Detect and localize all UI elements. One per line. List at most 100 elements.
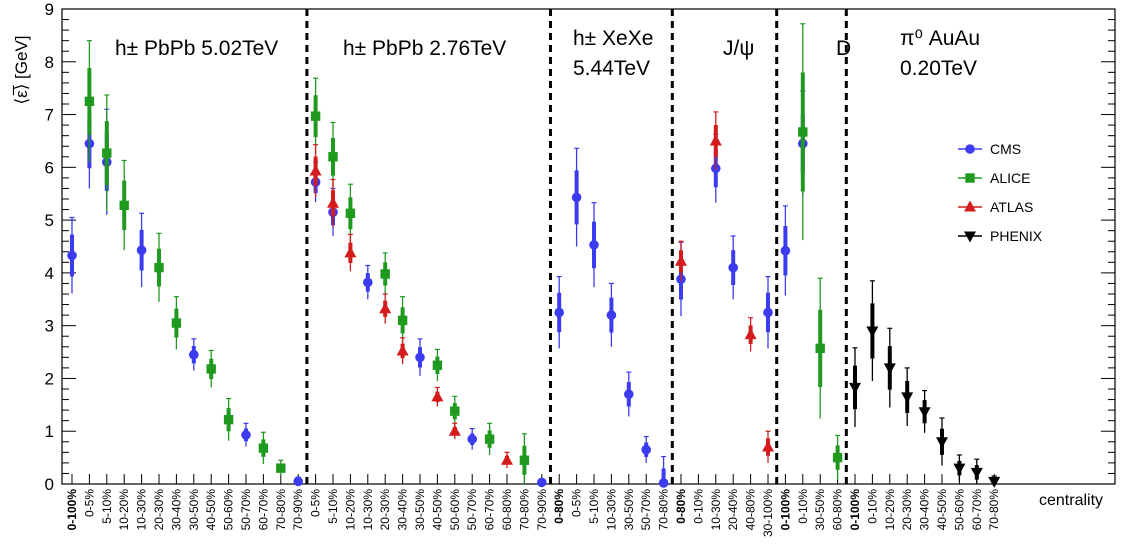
y-tick-label: 2 [45,369,54,388]
legend-label: CMS [990,141,1021,157]
data-point [102,148,112,158]
x-tick-label: 50-70% [639,489,653,531]
x-tick-label: 70-90% [535,489,549,531]
data-point [448,424,461,436]
panel-labels: h± PbPb 5.02TeV h± PbPb 2.76TeV h± XeXe 5.4… [115,27,980,80]
data-point [832,452,843,463]
data-point [728,262,738,273]
x-tick-label: 50-60% [222,489,236,531]
x-tick-label: 20-40% [726,489,740,531]
legend-marker [965,144,975,154]
y-tick-label: 1 [45,422,54,441]
x-tick-label: 0-100% [778,489,792,531]
data-point [380,269,390,279]
data-point [345,208,356,218]
y-tick-label: 8 [45,53,54,72]
x-tick-label: 30-50% [413,489,427,531]
y-tick-label: 3 [45,317,54,336]
legend-label: ATLAS [990,199,1033,215]
y-tick-label: 7 [45,106,54,125]
data-point [606,310,617,320]
panel-label-line2: 5.44TeV [573,57,650,80]
x-axis-title: centrality [1039,492,1103,509]
x-tick-label: 40-50% [204,489,218,531]
x-tick-label: 0-100% [65,489,79,531]
data-point [624,389,634,400]
data-point [780,245,791,256]
data-point [901,392,914,404]
legend-marker [964,200,976,212]
data-point [953,463,966,475]
panel-label: J/ψ [723,37,754,60]
x-tick-label: 70-80% [517,489,531,531]
data-point [67,250,77,261]
x-tick-label: 0-10% [691,489,705,524]
x-tick-label: 5-10% [100,489,114,524]
data-point [189,349,199,360]
series-cms [67,90,808,488]
x-tick-label: 70-80% [657,489,671,531]
data-point [866,326,879,338]
panel-label-line2: 0.20TeV [900,57,977,80]
data-point [379,302,392,314]
data-point [519,455,530,465]
data-point [589,240,599,250]
data-point [537,477,547,488]
x-tick-label: 0-100% [848,489,862,531]
data-point [206,364,216,374]
x-tick-label: 30-50% [187,489,201,531]
x-tick-label: 40-80% [744,489,758,531]
y-tick-label: 4 [45,264,54,283]
panel-label: h± PbPb 2.76TeV [343,37,506,60]
x-tick-label: 10-20% [883,489,897,531]
series-alice [84,23,843,484]
series-phenix [849,280,1001,488]
x-tick-label: 60-80% [831,489,845,531]
x-tick-label: 30-50% [813,489,827,531]
x-tick-label: 10-30% [135,489,149,531]
x-tick-label: 10-30% [709,489,723,531]
x-tick-label: 0-5% [82,489,96,517]
data-point [293,476,304,487]
data-point [571,192,582,203]
data-point [136,245,147,255]
data-point [84,96,95,107]
x-tick-label: 30-40% [396,489,410,531]
x-tick-label: 20-30% [900,489,914,531]
data-point [328,152,338,162]
x-tick-label: 30-40% [918,489,932,531]
data-point [310,111,321,121]
y-tick-label: 5 [45,211,54,230]
x-tick-label: 0-80% [674,489,688,524]
x-tick-label: 10-30% [604,489,618,531]
x-tick-label: 10-20% [343,489,357,531]
legend-marker [964,231,976,243]
legend-marker [965,173,975,183]
x-tick-label: 60-70% [483,489,497,531]
x-tick-label: 20-30% [378,489,392,531]
data-point [397,315,408,326]
data-point [744,328,757,340]
x-tick-label: 60-70% [256,489,270,531]
panel-label: h± PbPb 5.02TeV [115,37,278,60]
data-point [849,382,861,394]
data-point [327,196,339,208]
data-point [918,407,931,419]
data-point [119,200,129,211]
data-point [344,246,357,258]
legend-label: ALICE [990,170,1030,186]
data-point [501,453,513,465]
panel-label: π⁰ AuAu [900,27,980,50]
x-tick-label: 0-5% [570,489,584,517]
y-tick-label: 9 [45,0,54,19]
x-tick-label: 5-10% [326,489,340,524]
data-point [798,127,808,137]
legend: CMS ALICE ATLAS PHENIX [958,141,1043,244]
x-tick-label: 70-90% [291,489,305,531]
data-point [223,414,234,425]
data-point [658,478,669,488]
data-point [936,437,948,449]
x-tick-label: 30-50% [622,489,636,531]
